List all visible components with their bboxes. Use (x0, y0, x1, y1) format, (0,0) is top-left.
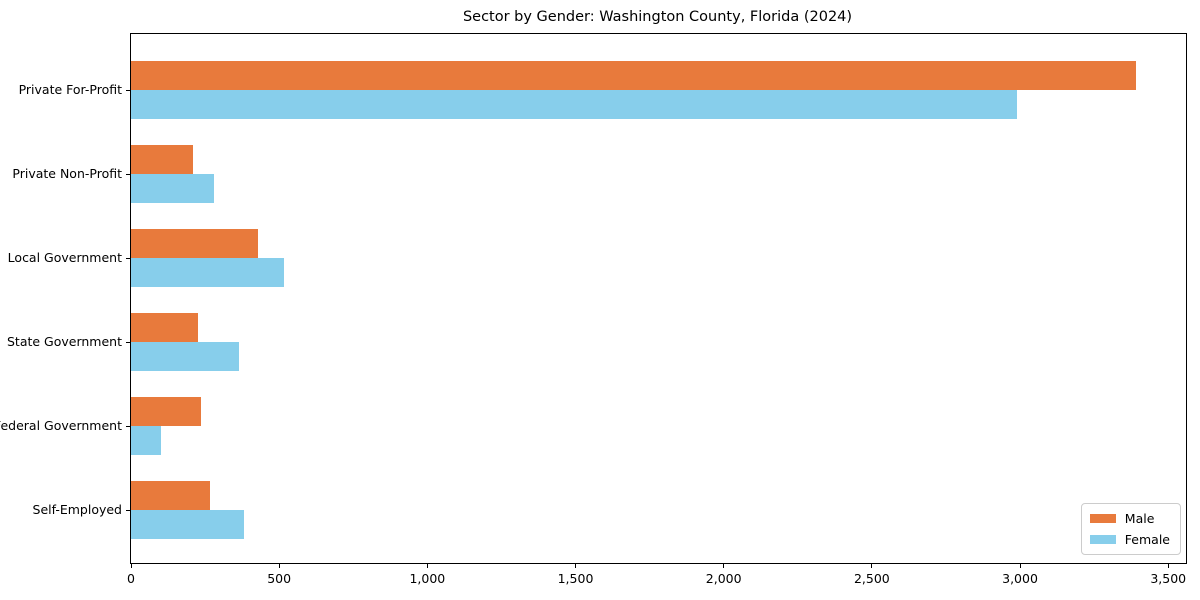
x-tick-label: 1,500 (557, 571, 594, 586)
bar-female-state-government (131, 342, 239, 371)
chart-title: Sector by Gender: Washington County, Flo… (462, 9, 853, 25)
male-series-swatch (1089, 514, 1116, 523)
bar-female-federal-government (131, 426, 161, 455)
bar-male-local-government (131, 229, 258, 258)
legend-entry-male: Male (1089, 511, 1170, 526)
y-axis-tick (126, 257, 130, 259)
bar-male-self-employed (131, 481, 210, 510)
y-axis-tick (126, 341, 130, 343)
bar-female-private-non-profit (131, 174, 214, 203)
bar-male-private-non-profit (131, 145, 193, 174)
plot-area: Male Female Private For-Profit Private No… (0, 33, 1187, 586)
x-axis-tick (1167, 564, 1169, 568)
legend: Male Female (1080, 503, 1181, 555)
x-axis-tick (278, 564, 280, 568)
legend-entry-female: Female (1089, 532, 1170, 547)
bar-male-private-for-profit (131, 61, 1136, 90)
y-axis-tick (126, 509, 130, 511)
x-axis-tick (426, 564, 428, 568)
x-axis-tick (723, 564, 725, 568)
x-axis-tick (575, 564, 577, 568)
bar-male-state-government (131, 313, 198, 342)
x-axis-tick (1019, 564, 1021, 568)
x-tick-label: 3,500 (1150, 571, 1187, 586)
x-tick-label: 500 (267, 571, 292, 586)
x-tick-label: 1,000 (409, 571, 446, 586)
y-tick-label: Self-Employed (32, 502, 122, 517)
y-axis-tick (126, 89, 130, 91)
y-axis-tick (126, 173, 130, 175)
x-tick-label: 0 (127, 571, 135, 586)
x-axis-tick (871, 564, 873, 568)
legend-label-male: Male (1124, 511, 1155, 526)
x-tick-label: 2,500 (853, 571, 890, 586)
x-axis-tick (130, 564, 132, 568)
y-tick-label: Local Government (7, 250, 122, 265)
y-tick-label: State Government (6, 334, 122, 349)
y-axis-tick (126, 425, 130, 427)
female-series-swatch (1089, 535, 1116, 544)
x-tick-label: 3,000 (1002, 571, 1038, 586)
bar-female-private-for-profit (131, 90, 1017, 119)
bar-female-self-employed (131, 510, 244, 539)
bar-female-local-government (131, 258, 284, 287)
y-tick-label: Federal Government (0, 418, 122, 433)
legend-label-female: Female (1124, 532, 1170, 547)
y-tick-label: Private Non-Profit (12, 166, 122, 181)
y-tick-label: Private For-Profit (18, 82, 122, 97)
bar-male-federal-government (131, 397, 201, 426)
x-tick-label: 2,000 (705, 571, 742, 586)
